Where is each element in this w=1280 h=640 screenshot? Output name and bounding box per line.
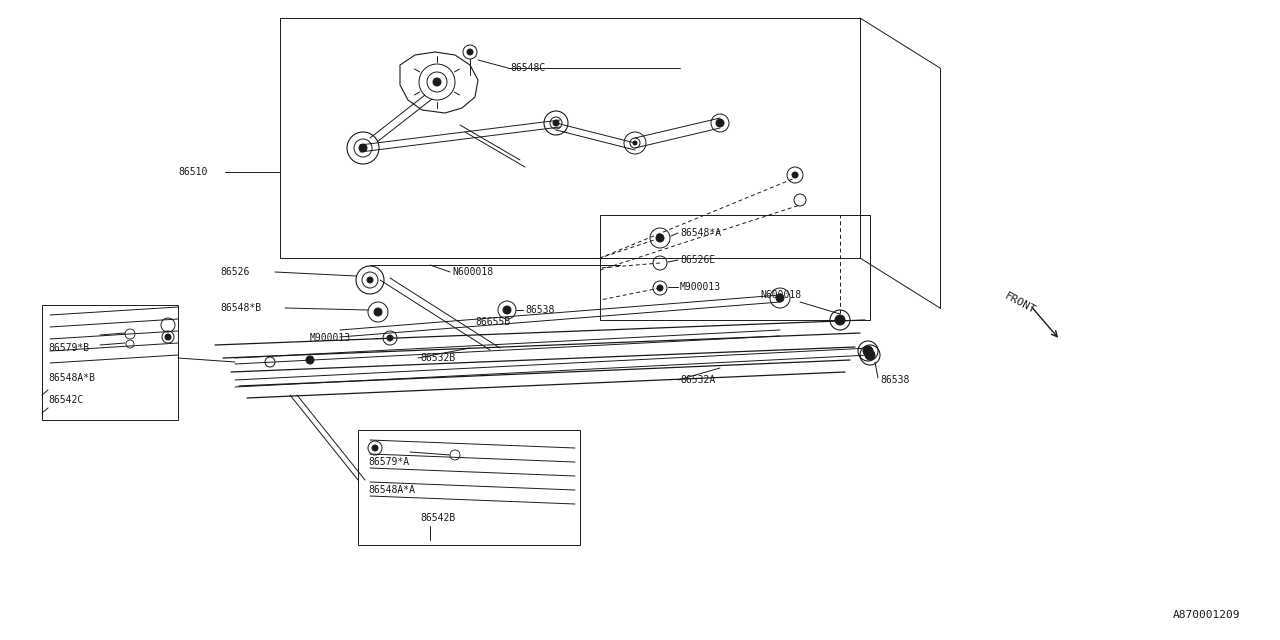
Circle shape — [503, 306, 511, 314]
Text: M900013: M900013 — [310, 333, 351, 343]
Circle shape — [358, 144, 367, 152]
Circle shape — [372, 445, 378, 451]
Circle shape — [306, 356, 314, 364]
Text: 86542C: 86542C — [49, 395, 83, 405]
Circle shape — [374, 308, 381, 316]
Text: 86548A*A: 86548A*A — [369, 485, 415, 495]
Circle shape — [716, 119, 724, 127]
Text: 86526E: 86526E — [680, 255, 716, 265]
Circle shape — [467, 49, 474, 55]
Text: 86655B: 86655B — [475, 317, 511, 327]
Text: 86510: 86510 — [178, 167, 207, 177]
Text: 86526: 86526 — [220, 267, 250, 277]
Text: 86579*B: 86579*B — [49, 343, 90, 353]
Circle shape — [657, 285, 663, 291]
Circle shape — [776, 294, 783, 302]
Text: N600018: N600018 — [452, 267, 493, 277]
Text: 86542B: 86542B — [420, 513, 456, 523]
Text: N600018: N600018 — [760, 290, 801, 300]
Text: 86548*A: 86548*A — [680, 228, 721, 238]
Text: 86532A: 86532A — [680, 375, 716, 385]
Text: 86548A*B: 86548A*B — [49, 373, 95, 383]
Circle shape — [634, 141, 637, 145]
Circle shape — [863, 346, 873, 356]
Circle shape — [553, 120, 559, 126]
Circle shape — [865, 350, 876, 360]
Circle shape — [792, 172, 797, 178]
Text: 86548C: 86548C — [509, 63, 545, 73]
Text: FRONT: FRONT — [1002, 291, 1037, 316]
Circle shape — [165, 334, 172, 340]
Circle shape — [387, 335, 393, 341]
Circle shape — [835, 315, 845, 325]
Text: M900013: M900013 — [680, 282, 721, 292]
Text: 86579*A: 86579*A — [369, 457, 410, 467]
Text: 86532B: 86532B — [420, 353, 456, 363]
Text: A870001209: A870001209 — [1172, 610, 1240, 620]
Text: 86548*B: 86548*B — [220, 303, 261, 313]
Circle shape — [657, 234, 664, 242]
Circle shape — [367, 277, 372, 283]
Circle shape — [433, 78, 442, 86]
Text: 86538: 86538 — [525, 305, 554, 315]
Text: 86538: 86538 — [881, 375, 909, 385]
